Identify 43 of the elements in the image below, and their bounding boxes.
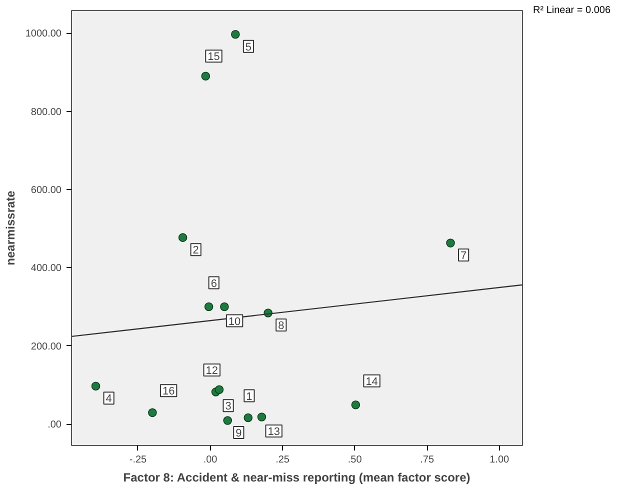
annotation: 14 — [366, 376, 378, 388]
annotation: 15 — [208, 51, 220, 64]
point — [204, 302, 214, 312]
annotation: 8 — [278, 320, 284, 332]
annotation: 7 — [460, 250, 467, 262]
annotation: 9 — [236, 427, 242, 440]
annotation: 4 — [106, 393, 112, 406]
y-axis-title: nearmissrate — [3, 190, 18, 266]
point — [351, 400, 360, 410]
y-tick-label: 400.00 — [30, 263, 62, 274]
point — [231, 30, 240, 39]
y-tick-label: 800.00 — [30, 106, 62, 118]
y-tick-label: 600.00 — [30, 185, 62, 196]
point — [148, 408, 157, 418]
point — [446, 238, 455, 248]
point — [91, 382, 100, 390]
annotation: 6 — [210, 278, 217, 290]
annotation: 16 — [162, 386, 175, 398]
annotation: 1 — [246, 390, 252, 403]
annotation: 5 — [245, 41, 252, 54]
point — [244, 413, 253, 422]
annotation: 12 — [206, 364, 218, 377]
point — [220, 302, 229, 312]
y-tick-label: .00 — [48, 420, 62, 431]
x-axis-title: Factor 8: Accident & near-miss reporting (mean factor score) — [123, 470, 470, 484]
x-tick-label: -.25 — [129, 454, 148, 466]
y-tick-label: 200.00 — [30, 341, 62, 352]
text: R² Linear = 0.006 — [533, 4, 611, 18]
point — [178, 233, 188, 242]
x-tick-label: 1.00 — [490, 454, 510, 466]
point — [201, 72, 210, 81]
x-tick-label: .75 — [420, 454, 434, 466]
x-tick-label: .50 — [348, 454, 362, 466]
annotation: 10 — [228, 316, 241, 328]
annotation: 2 — [192, 244, 199, 257]
x-tick-label: .00 — [203, 454, 218, 466]
point — [223, 416, 232, 425]
annotation: 3 — [225, 400, 232, 413]
point — [214, 385, 224, 394]
point — [257, 412, 266, 422]
y-tick-label: 1000.00 — [25, 28, 62, 40]
x-tick-label: .25 — [276, 454, 290, 466]
annotation: 13 — [268, 426, 280, 438]
